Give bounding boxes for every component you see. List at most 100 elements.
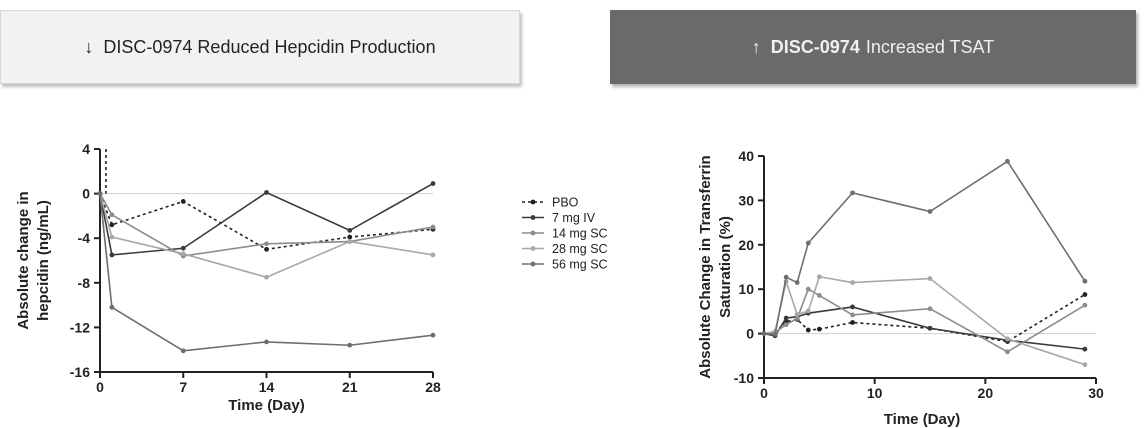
hepcidin-y-tick-label: -16 [70, 364, 90, 380]
hepcidin-y-axis-label-line2: hepcidin (ng/mL) [35, 200, 52, 321]
tsat-data-point [783, 322, 789, 328]
hepcidin-data-point [180, 348, 186, 354]
tsat-data-point [783, 315, 789, 321]
hepcidin-y-tick-label: -4 [78, 230, 91, 246]
tsat-data-point [772, 332, 778, 337]
hepcidin-y-axis-label-line1: Absolute change in [15, 191, 32, 329]
tsat-banner-text: Increased TSAT [865, 36, 995, 57]
tsat-data-point [783, 274, 789, 280]
tsat-data-point [1082, 278, 1088, 284]
hepcidin-x-axis-label: Time (Day) [228, 397, 304, 414]
tsat-data-point [850, 320, 855, 325]
tsat-data-point [850, 280, 855, 285]
hepcidin-x-tick-label: 14 [259, 379, 275, 395]
hepcidin-x-tick-label: 7 [179, 379, 187, 395]
tsat-data-point [794, 280, 800, 285]
hepcidin-y-tick-label: 0 [82, 186, 90, 202]
tsat-data-point [794, 312, 800, 317]
hepcidin-data-point [347, 239, 353, 244]
tsat-data-point [927, 209, 933, 214]
tsat-x-tick-label: 10 [867, 385, 883, 401]
hepcidin-y-tick-label: -8 [78, 275, 91, 291]
tsat-data-point [805, 240, 811, 246]
tsat-banner: ↑ DISC-0974 Increased TSAT [610, 10, 1136, 84]
tsat-banner-drug: DISC-0974 [770, 36, 860, 57]
tsat-data-point [1082, 302, 1088, 308]
tsat-y-tick-label: 20 [738, 237, 754, 253]
tsat-y-tick-label: 30 [738, 192, 754, 208]
hepcidin-series-line-pbo [99, 193, 434, 251]
tsat-data-point [927, 276, 933, 281]
tsat-x-tick-label: 30 [1088, 385, 1104, 401]
tsat-data-point [1082, 346, 1088, 352]
hepcidin-data-point [180, 251, 186, 257]
hepcidin-banner-text: DISC-0974 Reduced Hepcidin Production [103, 36, 436, 57]
tsat-data-point [1005, 336, 1010, 342]
hepcidin-y-tick-label: -12 [70, 319, 90, 335]
tsat-data-point [850, 190, 855, 196]
tsat-y-axis-label-line1: Absolute Change in Transferrin [697, 155, 714, 378]
tsat-y-tick-label: -10 [734, 370, 754, 386]
hepcidin-data-point [430, 224, 436, 230]
hepcidin-y-tick-label: 4 [82, 141, 90, 157]
hepcidin-series-line-56-mg-sc [99, 193, 434, 352]
legend-label: 28 mg SC [552, 242, 608, 256]
hepcidin-data-point [109, 222, 115, 228]
legend-label: 56 mg SC [552, 258, 608, 272]
legend-label: PBO [552, 196, 579, 210]
down-arrow-icon: ↓ [84, 36, 94, 57]
tsat-data-point [1082, 292, 1088, 297]
tsat-data-point [927, 325, 933, 331]
tsat-data-point [794, 316, 800, 321]
hepcidin-y-axis-label: Absolute change in hepcidin (ng/mL) [15, 191, 52, 329]
legend-marker [530, 215, 536, 220]
tsat-y-axis-label-line2: Saturation (%) [717, 216, 734, 318]
hepcidin-series-line-14-mg-sc [99, 193, 434, 257]
hepcidin-data-point [347, 227, 353, 233]
tsat-data-point [850, 304, 855, 310]
hepcidin-data-point [264, 190, 269, 195]
tsat-data-point [761, 331, 767, 336]
hepcidin-data-point [264, 339, 269, 345]
tsat-y-tick-label: 0 [746, 326, 754, 342]
tsat-data-point [805, 308, 811, 314]
legend-marker [530, 246, 536, 251]
tsat-data-point [850, 312, 855, 318]
hepcidin-data-point [264, 274, 269, 280]
tsat-series-line-7-mg-iv [763, 306, 1086, 350]
hepcidin-data-point [264, 241, 269, 247]
tsat-data-point [805, 286, 811, 292]
legend-label: 7 mg IV [552, 211, 596, 225]
legend-label: 14 mg SC [552, 227, 608, 241]
hepcidin-data-point [430, 181, 436, 186]
hepcidin-series-line-28-mg-sc [99, 193, 434, 279]
hepcidin-data-point [109, 212, 115, 218]
hepcidin-data-point [264, 246, 269, 252]
hepcidin-x-tick-label: 28 [425, 379, 441, 395]
tsat-data-point [816, 326, 822, 332]
tsat-data-point [816, 293, 822, 298]
legend-marker [530, 199, 536, 205]
hepcidin-data-point [430, 332, 436, 338]
hepcidin-data-point [180, 245, 186, 251]
hepcidin-x-tick-label: 0 [96, 379, 104, 395]
hepcidin-data-point [109, 252, 115, 258]
hepcidin-data-point [347, 342, 353, 348]
tsat-y-tick-label: 40 [738, 148, 754, 164]
tsat-data-point [1005, 158, 1010, 164]
hepcidin-data-point [430, 252, 436, 258]
legend-marker [530, 230, 536, 236]
tsat-series-line-28-mg-sc [763, 275, 1086, 366]
tsat-x-tick-label: 20 [978, 385, 994, 401]
hepcidin-series-line-7-mg-iv [99, 182, 434, 256]
hepcidin-banner: ↓ DISC-0974 Reduced Hepcidin Production [0, 10, 520, 84]
tsat-data-point [805, 327, 811, 333]
legend-marker [530, 261, 536, 267]
hepcidin-data-point [180, 199, 186, 204]
tsat-x-tick-label: 0 [760, 385, 768, 401]
tsat-x-axis-label: Time (Day) [884, 411, 960, 428]
up-arrow-icon: ↑ [751, 36, 761, 57]
tsat-data-point [927, 306, 933, 312]
tsat-y-tick-label: 10 [738, 281, 754, 297]
